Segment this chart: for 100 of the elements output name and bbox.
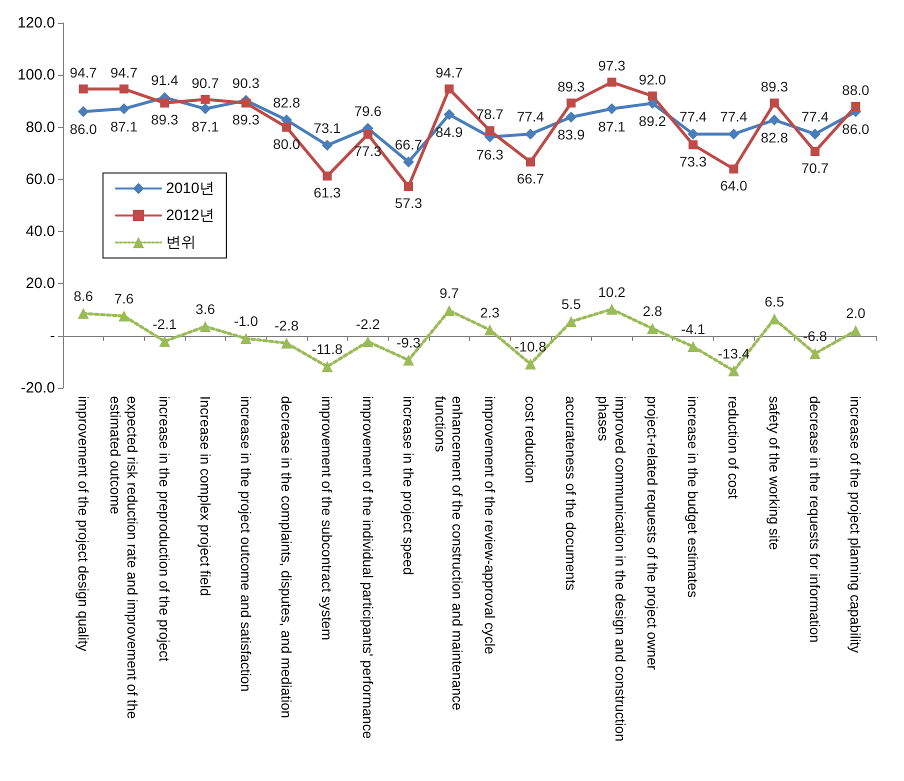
x-tick-label: improvement of the subcontract system [319, 396, 336, 640]
point [362, 336, 374, 348]
data-label: 77.4 [801, 108, 829, 125]
x-tick-label: improvement of the project design quality [75, 396, 92, 652]
point [240, 332, 252, 344]
y-tick-label: 80.0 [26, 118, 55, 136]
data-label: 88.0 [842, 82, 870, 98]
data-label: 87.1 [110, 118, 138, 134]
x-tick-label: safety of the working site [766, 396, 782, 550]
legend-label: 2012년 [166, 207, 214, 224]
data-label: 9.7 [439, 285, 460, 302]
data-label: 82.8 [760, 129, 788, 146]
point [322, 361, 333, 372]
point [78, 106, 89, 118]
point [119, 84, 128, 94]
data-label: -2.1 [152, 316, 177, 332]
point [648, 92, 657, 100]
point [728, 365, 740, 376]
data-label: 2.0 [846, 305, 866, 322]
data-label: -1.0 [234, 312, 258, 329]
data-label: 94.7 [436, 64, 464, 80]
data-label: 84.9 [436, 124, 464, 140]
data-label: 64.0 [720, 178, 748, 194]
y-tick-label: 40.0 [26, 223, 55, 240]
data-label: 94.7 [70, 64, 98, 80]
x-tick-label: decrease in the complaints, disputes, and mediation [278, 396, 295, 718]
point [485, 126, 494, 136]
data-label: -11.8 [312, 341, 343, 358]
point [322, 140, 333, 151]
point [444, 305, 455, 316]
data-label: 90.7 [192, 74, 220, 91]
x-tick-label: cost reduction [522, 396, 538, 484]
x-tick-label: increase in the project speed [400, 396, 417, 575]
point [78, 84, 88, 94]
point [363, 130, 372, 139]
data-label: -10.8 [514, 338, 547, 355]
data-label: 92.0 [638, 72, 666, 88]
point [524, 128, 536, 140]
data-label: 5.5 [561, 296, 582, 312]
point [607, 78, 616, 87]
data-label: 89.3 [232, 112, 260, 128]
y-tick-label: -20.0 [20, 380, 55, 396]
point [810, 348, 821, 360]
point [566, 98, 576, 108]
data-label: 77.4 [679, 108, 707, 125]
y-tick-label: 60.0 [26, 170, 55, 188]
point [688, 341, 699, 352]
point [118, 103, 130, 114]
point [810, 128, 821, 140]
point [281, 338, 292, 349]
data-label: 79.6 [354, 102, 382, 119]
x-tick-label: increase in the preproduction of the project [156, 396, 173, 662]
x-tick-label: project-related requests of the project owner [644, 396, 660, 670]
data-label: 66.7 [394, 136, 422, 152]
data-label: 77.3 [354, 142, 382, 159]
point [810, 147, 820, 156]
data-label: 78.7 [476, 106, 504, 122]
x-tick-label: increase of the project planning capability [848, 396, 864, 653]
point [200, 103, 211, 114]
x-tick-label: Increase in complex project field [197, 396, 214, 596]
data-label: 77.4 [720, 108, 748, 125]
point [282, 122, 292, 132]
data-label: 80.0 [272, 136, 300, 152]
data-label: 87.1 [598, 118, 626, 134]
data-label: 57.3 [394, 194, 422, 211]
x-tick-label: improvement of the individual participants' performance [360, 396, 376, 739]
point [444, 84, 454, 94]
data-label: 61.3 [314, 184, 342, 201]
data-label: 2.8 [642, 303, 662, 320]
point [606, 103, 618, 114]
data-label: 73.3 [679, 153, 707, 170]
point [322, 172, 332, 181]
point [729, 164, 738, 174]
x-tick-label: decrease in the requests for information [807, 396, 824, 643]
point [768, 114, 780, 126]
data-label: 3.6 [196, 300, 216, 317]
point [403, 354, 414, 366]
y-tick-label: 20.0 [26, 275, 55, 292]
data-label: 77.4 [516, 108, 544, 125]
point [200, 94, 210, 104]
point [688, 128, 699, 140]
point [444, 109, 455, 120]
point [159, 336, 170, 347]
point [403, 156, 414, 168]
data-label: 66.7 [516, 170, 544, 186]
point [484, 324, 496, 336]
point [524, 358, 536, 370]
y-tick-label: - [50, 327, 55, 344]
data-label: 70.7 [801, 160, 829, 176]
point [566, 316, 577, 328]
point [606, 304, 618, 315]
point [526, 157, 535, 166]
point [688, 140, 698, 150]
data-label: 91.4 [151, 72, 178, 88]
data-label: 6.5 [764, 293, 784, 310]
data-label: 89.3 [558, 78, 585, 95]
data-label: 97.3 [598, 58, 626, 74]
point [241, 98, 250, 108]
point [646, 323, 658, 334]
x-tick-label: increase in the project outcome and satisfaction [238, 396, 254, 692]
